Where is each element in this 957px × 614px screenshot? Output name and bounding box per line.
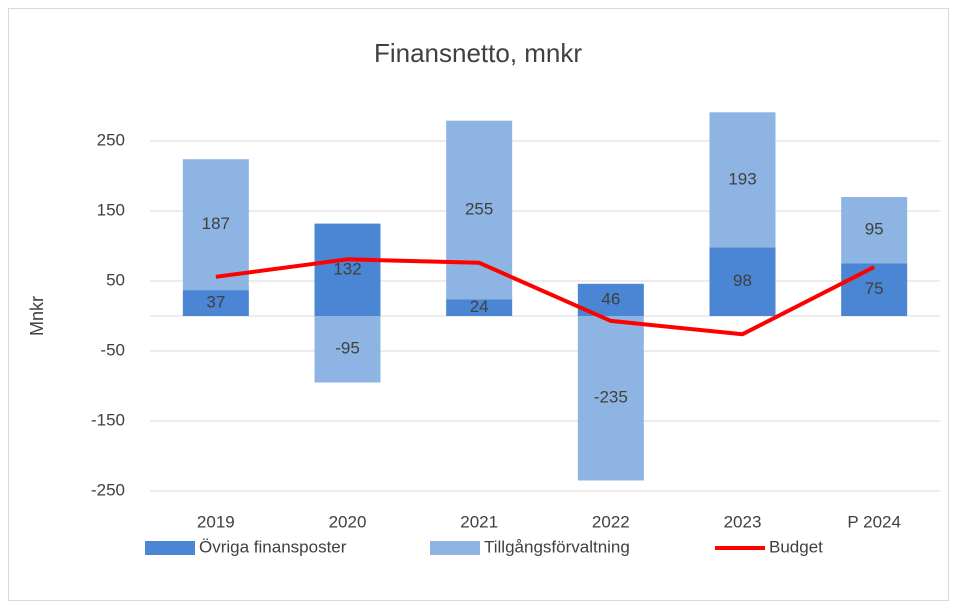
x-tick-label: 2020 <box>329 512 367 531</box>
y-tick-label: -150 <box>91 410 125 429</box>
x-tick-label: P 2024 <box>847 512 901 531</box>
x-tick-label: 2021 <box>460 512 498 531</box>
bar <box>446 299 513 316</box>
bar <box>314 223 381 316</box>
data-label: 37 <box>206 293 225 312</box>
data-label: 24 <box>470 297 489 316</box>
legend-swatch <box>430 541 480 555</box>
line <box>215 257 876 337</box>
y-tick-label: -50 <box>100 340 125 359</box>
bar <box>709 112 776 248</box>
data-label: 75 <box>865 279 884 298</box>
data-label: -235 <box>594 388 628 407</box>
bar <box>182 159 249 291</box>
y-tick-label: 150 <box>97 200 125 219</box>
legend-label: Budget <box>769 537 823 556</box>
bar <box>314 316 381 383</box>
data-label: 255 <box>465 199 493 218</box>
chart-title: Finansnetto, mnkr <box>374 38 582 68</box>
bar <box>182 290 249 316</box>
legend-swatch <box>145 541 195 555</box>
bar <box>841 197 908 264</box>
bar <box>446 120 513 300</box>
y-tick-label: -250 <box>91 480 125 499</box>
x-tick-label: 2023 <box>724 512 762 531</box>
legend-label: Tillgångsförvaltning <box>484 537 630 556</box>
data-label: -95 <box>335 339 360 358</box>
x-tick-label: 2019 <box>197 512 235 531</box>
data-label: 132 <box>333 259 361 278</box>
data-label: 95 <box>865 220 884 239</box>
x-tick-label: 2022 <box>592 512 630 531</box>
data-label: 46 <box>601 289 620 308</box>
y-tick-label: 250 <box>97 130 125 149</box>
legend-label: Övriga finansposter <box>199 537 347 556</box>
bar <box>841 263 908 316</box>
bar <box>709 247 776 316</box>
bar <box>577 316 644 481</box>
y-axis-label: Mnkr <box>27 296 47 336</box>
data-label: 187 <box>202 214 230 233</box>
data-label: 193 <box>728 169 756 188</box>
y-tick-label: 50 <box>106 270 125 289</box>
data-label: 98 <box>733 271 752 290</box>
